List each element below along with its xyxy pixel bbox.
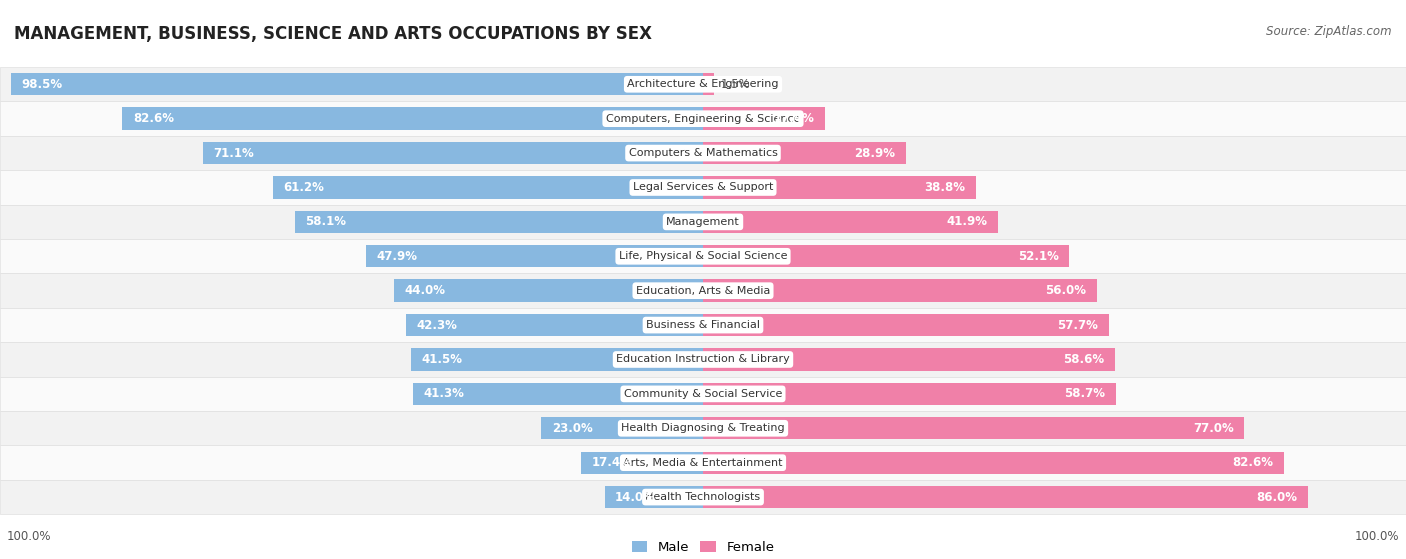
FancyBboxPatch shape [0, 67, 1406, 102]
FancyBboxPatch shape [541, 417, 703, 439]
FancyBboxPatch shape [10, 73, 703, 96]
Text: Management: Management [666, 217, 740, 227]
Text: Education Instruction & Library: Education Instruction & Library [616, 354, 790, 364]
Text: Arts, Media & Entertainment: Arts, Media & Entertainment [623, 458, 783, 468]
Text: 42.3%: 42.3% [416, 319, 457, 331]
Text: Business & Financial: Business & Financial [645, 320, 761, 330]
FancyBboxPatch shape [204, 142, 703, 164]
Text: 71.1%: 71.1% [214, 146, 254, 159]
Text: Life, Physical & Social Science: Life, Physical & Social Science [619, 252, 787, 261]
FancyBboxPatch shape [703, 486, 1308, 508]
Text: Community & Social Service: Community & Social Service [624, 389, 782, 399]
FancyBboxPatch shape [406, 314, 703, 337]
FancyBboxPatch shape [703, 348, 1115, 371]
FancyBboxPatch shape [703, 73, 713, 96]
FancyBboxPatch shape [273, 176, 703, 198]
FancyBboxPatch shape [0, 273, 1406, 308]
Text: Health Diagnosing & Treating: Health Diagnosing & Treating [621, 423, 785, 433]
Text: 56.0%: 56.0% [1045, 284, 1087, 297]
Text: 100.0%: 100.0% [7, 530, 52, 543]
Text: 57.7%: 57.7% [1057, 319, 1098, 331]
Text: 41.3%: 41.3% [423, 387, 464, 400]
Text: Computers, Engineering & Science: Computers, Engineering & Science [606, 113, 800, 124]
Text: Computers & Mathematics: Computers & Mathematics [628, 148, 778, 158]
Text: 44.0%: 44.0% [405, 284, 446, 297]
FancyBboxPatch shape [703, 452, 1284, 474]
Text: 77.0%: 77.0% [1194, 422, 1234, 435]
Text: 100.0%: 100.0% [1354, 530, 1399, 543]
Text: 38.8%: 38.8% [924, 181, 966, 194]
Text: 17.4%: 17.4% [591, 456, 633, 469]
FancyBboxPatch shape [0, 205, 1406, 239]
Text: 98.5%: 98.5% [21, 78, 62, 91]
FancyBboxPatch shape [703, 280, 1097, 302]
FancyBboxPatch shape [703, 245, 1069, 267]
FancyBboxPatch shape [366, 245, 703, 267]
Text: 41.9%: 41.9% [946, 215, 987, 229]
Text: Architecture & Engineering: Architecture & Engineering [627, 79, 779, 89]
FancyBboxPatch shape [0, 377, 1406, 411]
FancyBboxPatch shape [394, 280, 703, 302]
FancyBboxPatch shape [0, 411, 1406, 446]
FancyBboxPatch shape [413, 383, 703, 405]
Text: Source: ZipAtlas.com: Source: ZipAtlas.com [1267, 25, 1392, 38]
FancyBboxPatch shape [0, 480, 1406, 514]
FancyBboxPatch shape [703, 107, 825, 130]
Text: Health Technologists: Health Technologists [645, 492, 761, 502]
FancyBboxPatch shape [605, 486, 703, 508]
FancyBboxPatch shape [703, 314, 1109, 337]
Text: 58.7%: 58.7% [1064, 387, 1105, 400]
FancyBboxPatch shape [0, 136, 1406, 170]
FancyBboxPatch shape [0, 170, 1406, 205]
Text: 58.6%: 58.6% [1063, 353, 1105, 366]
Legend: Male, Female: Male, Female [626, 536, 780, 559]
Text: 52.1%: 52.1% [1018, 250, 1059, 263]
FancyBboxPatch shape [703, 383, 1116, 405]
Text: 82.6%: 82.6% [1232, 456, 1272, 469]
FancyBboxPatch shape [703, 417, 1244, 439]
FancyBboxPatch shape [703, 142, 907, 164]
FancyBboxPatch shape [0, 342, 1406, 377]
FancyBboxPatch shape [703, 211, 998, 233]
Text: 41.5%: 41.5% [422, 353, 463, 366]
Text: 28.9%: 28.9% [855, 146, 896, 159]
Text: 17.4%: 17.4% [773, 112, 815, 125]
Text: 82.6%: 82.6% [134, 112, 174, 125]
Text: 58.1%: 58.1% [305, 215, 346, 229]
Text: Legal Services & Support: Legal Services & Support [633, 182, 773, 192]
FancyBboxPatch shape [295, 211, 703, 233]
FancyBboxPatch shape [0, 446, 1406, 480]
FancyBboxPatch shape [0, 102, 1406, 136]
FancyBboxPatch shape [581, 452, 703, 474]
Text: Education, Arts & Media: Education, Arts & Media [636, 286, 770, 296]
Text: 86.0%: 86.0% [1256, 491, 1296, 504]
FancyBboxPatch shape [0, 308, 1406, 342]
FancyBboxPatch shape [122, 107, 703, 130]
Text: 1.5%: 1.5% [721, 78, 751, 91]
FancyBboxPatch shape [703, 176, 976, 198]
Text: 14.0%: 14.0% [616, 491, 657, 504]
Text: 23.0%: 23.0% [551, 422, 592, 435]
Text: MANAGEMENT, BUSINESS, SCIENCE AND ARTS OCCUPATIONS BY SEX: MANAGEMENT, BUSINESS, SCIENCE AND ARTS O… [14, 25, 652, 43]
Text: 61.2%: 61.2% [283, 181, 325, 194]
FancyBboxPatch shape [412, 348, 703, 371]
Text: 47.9%: 47.9% [377, 250, 418, 263]
FancyBboxPatch shape [0, 239, 1406, 273]
